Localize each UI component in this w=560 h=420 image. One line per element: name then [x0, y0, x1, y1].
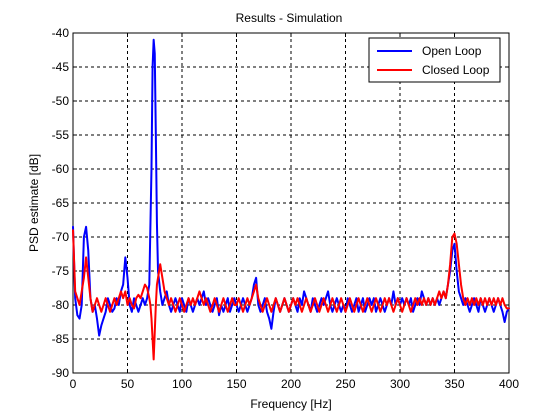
x-tick-label: 200: [281, 377, 301, 391]
x-tick-label: 350: [444, 377, 464, 391]
legend-box: [368, 37, 501, 83]
x-tick-labels: 0 50 100 150 200 250 300 350 400: [70, 377, 520, 391]
legend-label-closed-loop: Closed Loop: [422, 63, 490, 77]
x-tick-label: 300: [390, 377, 410, 391]
y-tick-label: -60: [52, 162, 70, 176]
legend-label-open-loop: Open Loop: [422, 44, 482, 58]
y-tick-label: -40: [52, 26, 70, 40]
x-axis-label: Frequency [Hz]: [250, 397, 331, 411]
x-tick-label: 250: [335, 377, 355, 391]
legend: Open Loop Closed Loop: [368, 37, 501, 83]
x-tick-label: 150: [226, 377, 246, 391]
y-axis-label: PSD estimate [dB]: [27, 154, 41, 252]
y-tick-label: -90: [52, 366, 70, 380]
y-tick-label: -55: [52, 128, 70, 142]
y-tick-label: -50: [52, 94, 70, 108]
y-tick-label: -65: [52, 196, 70, 210]
y-tick-label: -80: [52, 298, 70, 312]
x-tick-label: 100: [172, 377, 192, 391]
y-tick-label: -85: [52, 332, 70, 346]
series-layer: [72, 38, 510, 361]
series-line-closed-loop: [72, 229, 510, 361]
y-tick-labels: -40 -45 -50 -55 -60 -65 -70 -75 -80 -85 -90: [52, 26, 70, 380]
x-tick-label: 400: [499, 377, 519, 391]
x-tick-label: 50: [121, 377, 135, 391]
gridlines: [73, 33, 509, 373]
y-tick-label: -70: [52, 230, 70, 244]
x-tick-label: 0: [70, 377, 77, 391]
chart-title: Results - Simulation: [236, 11, 343, 25]
y-tick-label: -45: [52, 60, 70, 74]
y-tick-label: -75: [52, 264, 70, 278]
